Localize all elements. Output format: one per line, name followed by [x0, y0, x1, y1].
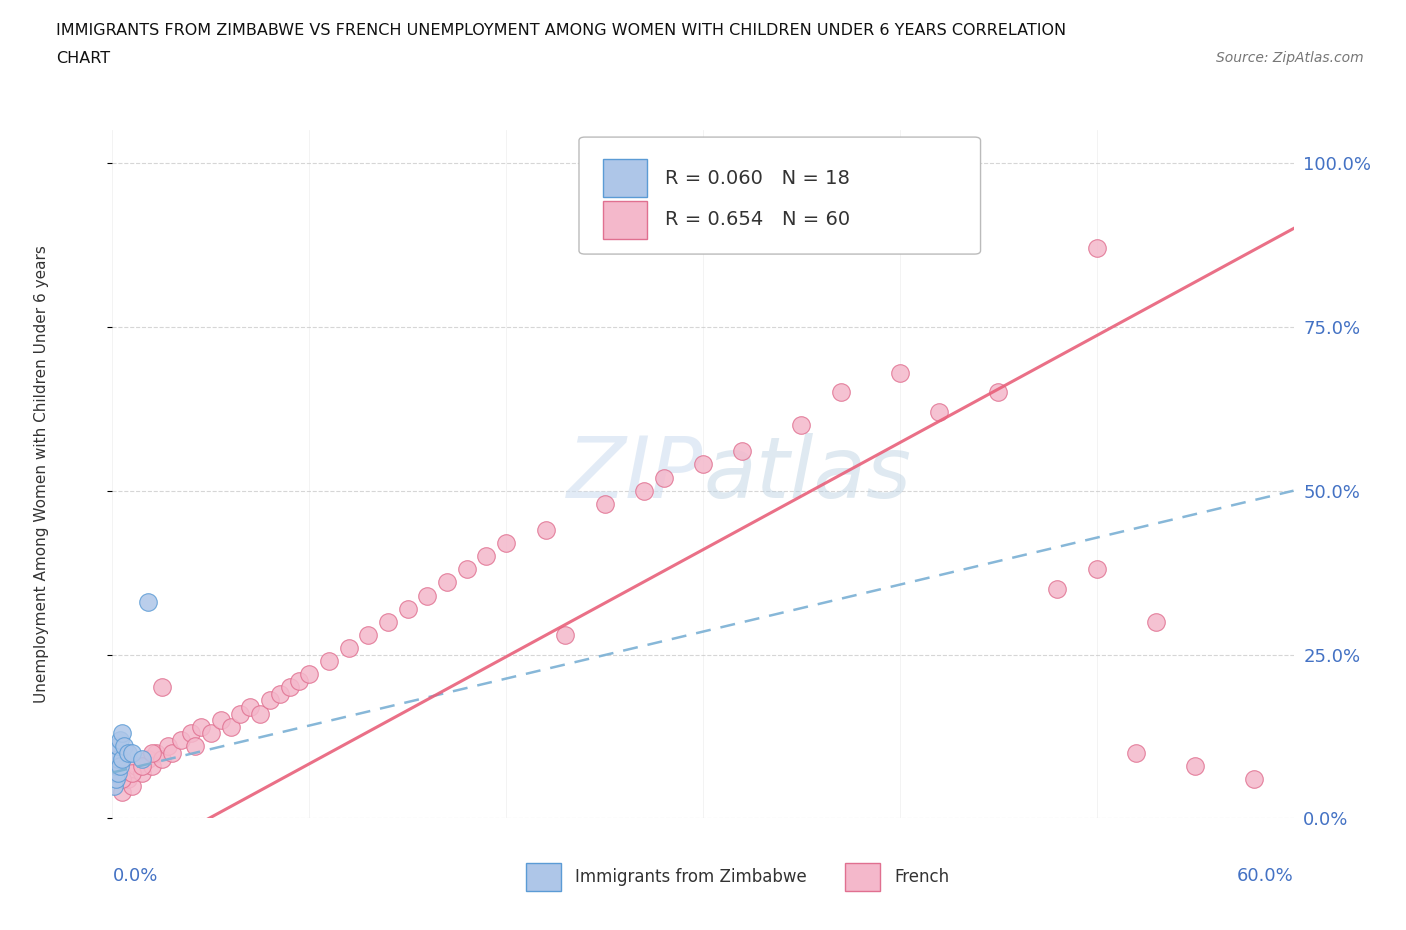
Point [107, 738, 129, 753]
Point [107, 765, 129, 780]
Point [692, 457, 714, 472]
Text: R = 0.654   N = 60: R = 0.654 N = 60 [665, 210, 851, 229]
Point [731, 444, 754, 458]
Point [357, 628, 380, 643]
Point [131, 765, 153, 780]
Point [278, 680, 301, 695]
Point [229, 706, 252, 721]
Text: IMMIGRANTS FROM ZIMBABWE VS FRENCH UNEMPLOYMENT AMONG WOMEN WITH CHILDREN UNDER : IMMIGRANTS FROM ZIMBABWE VS FRENCH UNEMP… [56, 23, 1066, 38]
FancyBboxPatch shape [579, 137, 980, 254]
Point [180, 725, 202, 740]
Point [117, 772, 139, 787]
Point [495, 536, 517, 551]
FancyBboxPatch shape [603, 159, 648, 197]
Point [156, 738, 179, 753]
Point [259, 693, 281, 708]
Point [103, 765, 125, 780]
Point [1243, 772, 1265, 787]
Point [125, 759, 148, 774]
Point [190, 719, 212, 734]
Point [456, 562, 478, 577]
Point [184, 738, 207, 753]
Point [318, 654, 340, 669]
FancyBboxPatch shape [526, 863, 561, 891]
Point [298, 667, 321, 682]
Point [150, 752, 173, 767]
Text: French: French [894, 868, 949, 886]
Point [377, 615, 399, 630]
Point [111, 725, 134, 740]
Point [219, 719, 242, 734]
Point [117, 746, 139, 761]
Point [288, 673, 311, 688]
Point [1144, 615, 1167, 630]
Point [209, 712, 232, 727]
Text: CHART: CHART [56, 51, 110, 66]
Text: Immigrants from Zimbabwe: Immigrants from Zimbabwe [575, 868, 807, 886]
Point [170, 732, 193, 747]
Text: ZIP: ZIP [567, 432, 703, 516]
Point [1184, 759, 1206, 774]
Point [249, 706, 271, 721]
Point [633, 484, 655, 498]
Point [889, 365, 911, 380]
Point [928, 405, 950, 419]
Point [131, 752, 153, 767]
Point [200, 725, 222, 740]
Point [436, 575, 458, 590]
Point [111, 752, 134, 767]
FancyBboxPatch shape [845, 863, 880, 891]
Point [136, 752, 159, 767]
Point [269, 686, 291, 701]
Point [1046, 581, 1069, 596]
Point [396, 601, 419, 616]
Point [987, 385, 1010, 400]
Text: Unemployment Among Women with Children Under 6 years: Unemployment Among Women with Children U… [34, 246, 49, 703]
Point [121, 778, 143, 793]
Point [110, 732, 132, 747]
Point [121, 746, 143, 761]
Point [112, 738, 135, 753]
Point [105, 746, 128, 761]
Text: Source: ZipAtlas.com: Source: ZipAtlas.com [1216, 51, 1364, 65]
Text: atlas: atlas [703, 432, 911, 516]
Point [107, 752, 129, 767]
Text: R = 0.060   N = 18: R = 0.060 N = 18 [665, 169, 851, 188]
Point [111, 785, 134, 800]
Point [239, 699, 262, 714]
Point [416, 588, 439, 603]
Text: 60.0%: 60.0% [1237, 867, 1294, 884]
Point [121, 765, 143, 780]
Point [554, 628, 576, 643]
Point [337, 641, 360, 656]
Point [103, 752, 125, 767]
Point [105, 759, 128, 774]
Point [790, 418, 813, 432]
Point [830, 385, 852, 400]
Point [160, 746, 183, 761]
Point [141, 759, 163, 774]
Point [141, 746, 163, 761]
Point [131, 759, 153, 774]
Point [534, 523, 557, 538]
FancyBboxPatch shape [603, 201, 648, 239]
Text: 0.0%: 0.0% [112, 867, 157, 884]
Point [1085, 562, 1108, 577]
Point [110, 759, 132, 774]
Point [150, 680, 173, 695]
Point [475, 549, 498, 564]
Point [145, 746, 167, 761]
Point [1125, 746, 1147, 761]
Point [593, 497, 616, 512]
Point [103, 778, 125, 793]
Point [105, 772, 128, 787]
Point [652, 471, 675, 485]
Point [136, 594, 159, 609]
Point [111, 772, 134, 787]
Point [1085, 241, 1108, 256]
